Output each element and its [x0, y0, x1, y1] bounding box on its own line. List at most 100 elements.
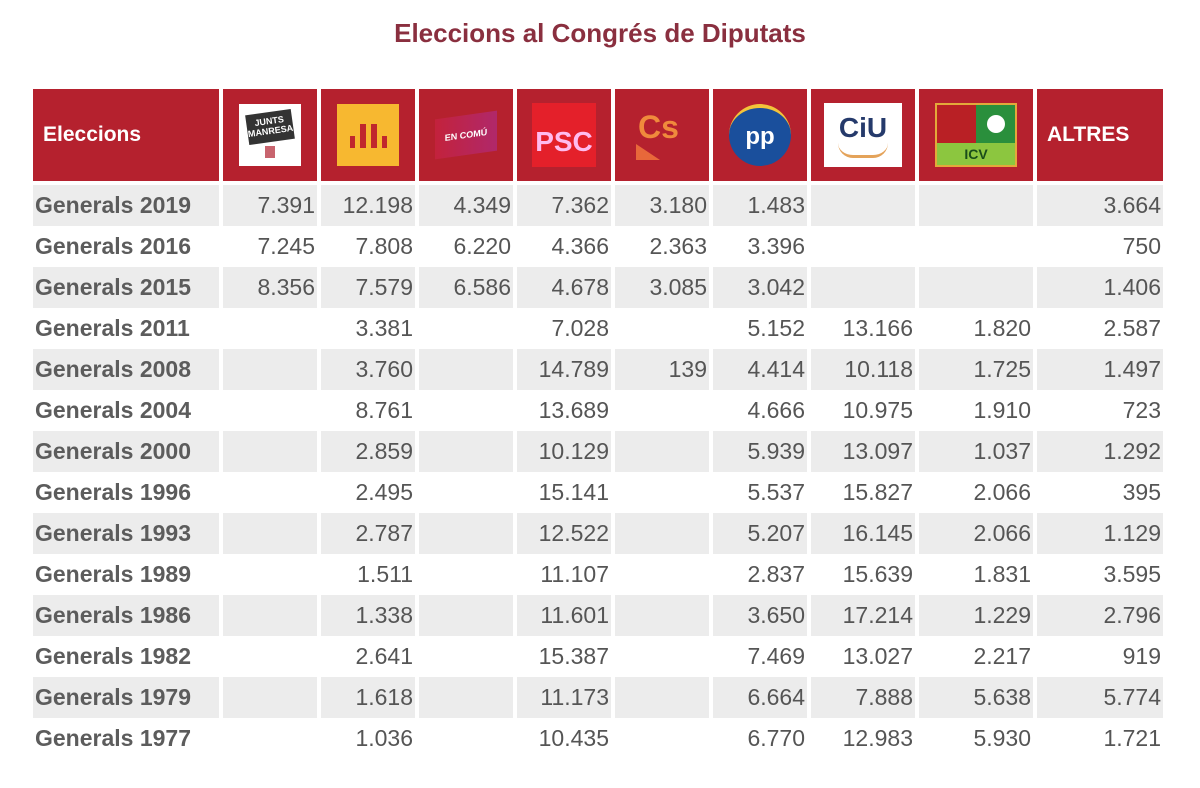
- vote-cell: 1.483: [713, 185, 807, 226]
- vote-cell: 1.229: [919, 595, 1033, 636]
- vote-cell: 1.511: [357, 561, 413, 587]
- vote-cell: 7.888: [811, 677, 915, 718]
- vote-cell: 11.601: [517, 595, 611, 636]
- vote-cell: 5.152: [747, 315, 805, 341]
- vote-cell: 2.217: [973, 643, 1031, 669]
- vote-cell: 7.245: [257, 233, 315, 259]
- election-label: Generals 2015: [33, 267, 219, 308]
- vote-cell: 7.469: [747, 643, 805, 669]
- vote-cell: [419, 595, 513, 636]
- vote-cell: 5.774: [1037, 677, 1163, 718]
- header-icv: ICV: [919, 89, 1033, 185]
- vote-cell: 6.664: [713, 677, 807, 718]
- vote-cell: [419, 472, 513, 513]
- vote-cell: 1.129: [1037, 513, 1163, 554]
- vote-cell: 7.362: [517, 185, 611, 226]
- vote-cell: 723: [1122, 397, 1161, 423]
- vote-cell: 10.129: [517, 431, 611, 472]
- vote-cell: 15.639: [842, 561, 913, 587]
- table-body: Generals 2019 7.391 12.198 4.349 7.362 3.180 1…: [33, 185, 1163, 759]
- vote-cell: 1.036: [355, 725, 413, 751]
- vote-cell: [223, 431, 317, 472]
- vote-cell: 8.356: [223, 267, 317, 308]
- vote-cell: 1.338: [321, 595, 415, 636]
- election-label: Generals 2000: [33, 431, 219, 472]
- vote-cell: 3.042: [713, 267, 807, 308]
- vote-cell: [419, 718, 513, 759]
- table-row: Generals 2000 2.859 10.129 5.939 13.097 1.037…: [33, 431, 1163, 472]
- vote-cell: 5.207: [713, 513, 807, 554]
- table-row: Generals 2008 3.760 14.789 139 4.414 10.118 1.…: [33, 349, 1163, 390]
- vote-cell: 14.789: [517, 349, 611, 390]
- header-row: Eleccions JUNTS MANRESA EN COMÚ PSC: [33, 89, 1163, 185]
- vote-cell: 7.028: [551, 315, 609, 341]
- vote-cell: 139: [615, 349, 709, 390]
- vote-cell: 6.586: [419, 267, 513, 308]
- election-label: Generals 1993: [33, 513, 219, 554]
- vote-cell: [919, 226, 1033, 267]
- election-label: Generals 1996: [35, 479, 192, 505]
- election-label: Generals 2011: [35, 315, 190, 341]
- vote-cell: [223, 595, 317, 636]
- header-elections: Eleccions: [33, 89, 219, 185]
- table-row: Generals 1982 2.641 15.387 7.469 13.027 2.217…: [33, 636, 1163, 677]
- vote-cell: [615, 718, 709, 759]
- vote-cell: [223, 554, 317, 595]
- junts-logo: JUNTS MANRESA: [239, 104, 301, 166]
- vote-cell: 4.666: [747, 397, 805, 423]
- vote-cell: 6.770: [747, 725, 805, 751]
- vote-cell: [919, 185, 1033, 226]
- vote-cell: [811, 185, 915, 226]
- vote-cell: 8.761: [355, 397, 413, 423]
- vote-cell: [615, 390, 709, 431]
- vote-cell: [419, 513, 513, 554]
- vote-cell: [615, 513, 709, 554]
- vote-cell: 919: [1122, 643, 1161, 669]
- table-row: Generals 1993 2.787 12.522 5.207 16.145 2.066…: [33, 513, 1163, 554]
- vote-cell: 3.760: [321, 349, 415, 390]
- vote-cell: 6.220: [453, 233, 511, 259]
- election-label: Generals 2004: [35, 397, 192, 423]
- vote-cell: 1.406: [1037, 267, 1163, 308]
- vote-cell: 395: [1122, 479, 1161, 505]
- vote-cell: [223, 349, 317, 390]
- cs-logo: Cs: [630, 103, 694, 167]
- vote-cell: [419, 349, 513, 390]
- election-label: Generals 1977: [35, 725, 192, 751]
- header-pp: pp: [713, 89, 807, 185]
- vote-cell: 11.107: [540, 561, 609, 587]
- vote-cell: 3.650: [713, 595, 807, 636]
- vote-cell: 1.618: [321, 677, 415, 718]
- icv-logo: ICV: [935, 103, 1017, 167]
- vote-cell: [615, 554, 709, 595]
- vote-cell: 10.435: [538, 725, 609, 751]
- header-others: ALTRES: [1037, 89, 1163, 185]
- vote-cell: [223, 718, 317, 759]
- vote-cell: 1.292: [1037, 431, 1163, 472]
- vote-cell: 12.198: [321, 185, 415, 226]
- election-label: Generals 1979: [33, 677, 219, 718]
- vote-cell: [615, 636, 709, 677]
- vote-cell: 2.495: [355, 479, 413, 505]
- election-label: Generals 2016: [35, 233, 192, 259]
- vote-cell: 2.066: [973, 479, 1031, 505]
- vote-cell: 1.037: [919, 431, 1033, 472]
- vote-cell: 7.391: [223, 185, 317, 226]
- vote-cell: 3.381: [355, 315, 413, 341]
- header-ciu: CiU: [811, 89, 915, 185]
- vote-cell: [223, 677, 317, 718]
- table-row: Generals 1986 1.338 11.601 3.650 17.214 1.229…: [33, 595, 1163, 636]
- header-erc: [321, 89, 415, 185]
- vote-cell: 3.396: [747, 233, 805, 259]
- vote-cell: 2.787: [321, 513, 415, 554]
- vote-cell: 15.387: [538, 643, 609, 669]
- vote-cell: 3.595: [1103, 561, 1161, 587]
- vote-cell: [419, 308, 513, 349]
- erc-logo: [337, 104, 399, 166]
- vote-cell: 2.363: [649, 233, 707, 259]
- table-row: Generals 1989 1.511 11.107 2.837 15.639 1.831…: [33, 554, 1163, 595]
- vote-cell: 2.066: [919, 513, 1033, 554]
- vote-cell: 1.910: [973, 397, 1031, 423]
- vote-cell: 7.579: [321, 267, 415, 308]
- table-row: Generals 1979 1.618 11.173 6.664 7.888 5.638 5…: [33, 677, 1163, 718]
